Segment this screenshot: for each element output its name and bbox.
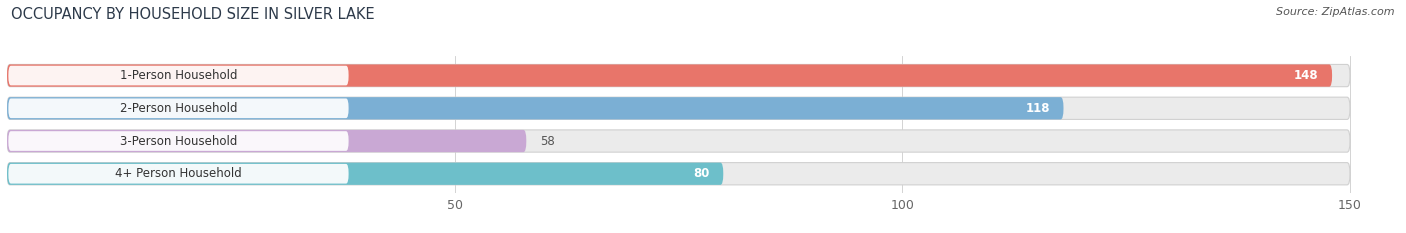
- Text: 3-Person Household: 3-Person Household: [120, 134, 238, 147]
- Text: OCCUPANCY BY HOUSEHOLD SIZE IN SILVER LAKE: OCCUPANCY BY HOUSEHOLD SIZE IN SILVER LA…: [11, 7, 375, 22]
- Text: 118: 118: [1025, 102, 1050, 115]
- FancyBboxPatch shape: [8, 66, 349, 85]
- FancyBboxPatch shape: [7, 65, 1331, 87]
- FancyBboxPatch shape: [8, 99, 349, 118]
- Text: 1-Person Household: 1-Person Household: [120, 69, 238, 82]
- FancyBboxPatch shape: [7, 65, 1350, 87]
- FancyBboxPatch shape: [7, 163, 723, 185]
- FancyBboxPatch shape: [7, 130, 526, 152]
- FancyBboxPatch shape: [7, 97, 1063, 120]
- FancyBboxPatch shape: [7, 130, 1350, 152]
- FancyBboxPatch shape: [7, 163, 1350, 185]
- Text: 58: 58: [540, 134, 554, 147]
- Text: 2-Person Household: 2-Person Household: [120, 102, 238, 115]
- Text: 148: 148: [1294, 69, 1319, 82]
- Text: Source: ZipAtlas.com: Source: ZipAtlas.com: [1277, 7, 1395, 17]
- FancyBboxPatch shape: [8, 131, 349, 151]
- Text: 4+ Person Household: 4+ Person Household: [115, 167, 242, 180]
- FancyBboxPatch shape: [8, 164, 349, 184]
- Text: 80: 80: [693, 167, 710, 180]
- FancyBboxPatch shape: [7, 97, 1350, 120]
